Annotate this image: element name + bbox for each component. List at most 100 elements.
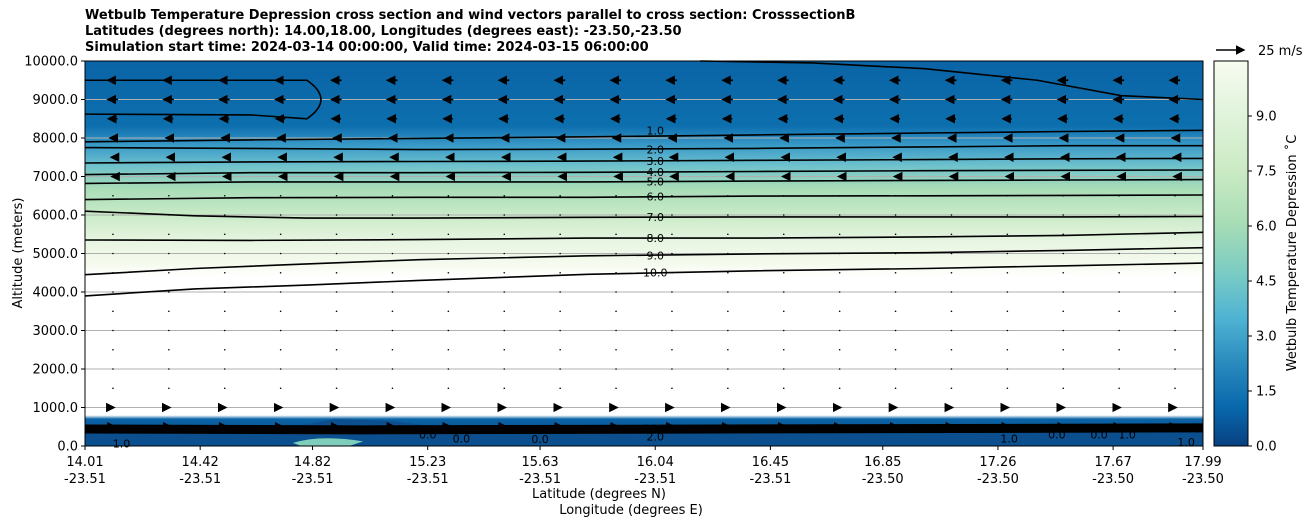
colorbar-tick-label-5: 7.5 <box>1256 165 1277 180</box>
wind-vector <box>782 214 785 216</box>
wind-vector <box>168 310 170 313</box>
wind-vector <box>559 310 561 313</box>
wind-vector <box>1174 194 1176 197</box>
wind-vector <box>894 310 897 313</box>
contour-line-1 <box>84 144 1203 151</box>
contour-label-18: 1.0 <box>1177 436 1195 449</box>
contour-label-4: 5.0 <box>646 176 664 189</box>
contour-label-16: 0.0 <box>1090 428 1108 441</box>
wind-vector <box>279 329 282 332</box>
wind-vector <box>168 194 170 197</box>
colorbar <box>1213 60 1249 447</box>
wind-vector <box>838 348 841 351</box>
contour-label-3: 4.0 <box>646 166 664 179</box>
wind-vector <box>168 329 170 332</box>
wind-vector <box>894 233 897 236</box>
wind-vector <box>950 387 953 390</box>
wind-vector <box>1006 252 1009 255</box>
contour-label-5: 6.0 <box>646 191 664 204</box>
wind-vector <box>1118 310 1120 313</box>
wind-vector <box>1174 271 1176 274</box>
wind-vector <box>279 348 282 351</box>
wind-vector <box>112 252 114 255</box>
wind-vector <box>838 310 841 313</box>
y-tick-label-8: 8000.0 <box>33 132 79 147</box>
wind-vector <box>615 291 617 293</box>
wind-vector <box>112 368 114 370</box>
colorbar-tick-label-2: 3.0 <box>1256 330 1277 345</box>
wind-vector <box>1062 233 1065 236</box>
wind-vector <box>559 214 561 216</box>
wind-vector <box>615 310 617 313</box>
x-tick-lon-9: -23.50 <box>1092 472 1134 487</box>
x-axis-label-lat: Latitude (degrees N) <box>532 487 666 502</box>
wind-vector <box>112 329 114 332</box>
contour-label-19: 1.0 <box>113 438 131 451</box>
wind-vector <box>615 387 617 390</box>
wind-vector <box>671 348 673 351</box>
wind-vector <box>894 368 897 370</box>
wind-vector <box>1006 233 1009 236</box>
wind-vector <box>447 214 450 216</box>
contour-label-20: 1.0 <box>1000 432 1018 445</box>
wind-vector <box>894 348 897 351</box>
contour-label-8: 9.0 <box>646 249 664 262</box>
x-tick-lon-6: -23.51 <box>749 472 791 487</box>
wind-vector <box>503 194 506 197</box>
wind-vector <box>335 348 338 351</box>
wind-vector <box>223 233 226 236</box>
wind-vector <box>223 310 226 313</box>
contour-line-upper <box>700 60 1204 101</box>
wind-vector <box>335 271 338 274</box>
x-tick-lon-7: -23.50 <box>862 472 904 487</box>
wind-vector <box>168 252 170 255</box>
contour-label-11: 2.0 <box>646 430 664 443</box>
wind-vector <box>1118 233 1120 236</box>
wind-vector <box>727 214 729 216</box>
wind-vector <box>782 329 785 332</box>
wind-vector <box>391 310 394 313</box>
colorbar-label: Wetbulb Temperature Depression ˚C <box>1284 135 1300 372</box>
contour-label-7: 8.0 <box>646 232 664 245</box>
contour-label-14: 0.0 <box>531 433 549 446</box>
x-tick-lat-1: 14.42 <box>182 455 219 470</box>
x-tick-lat-8: 17.26 <box>979 455 1016 470</box>
wind-vector <box>223 252 226 255</box>
wind-vector <box>335 368 338 370</box>
wind-vector <box>615 194 617 197</box>
wind-vector <box>503 214 506 216</box>
surface-contour-bundle <box>84 423 1204 435</box>
wind-vector <box>1174 252 1176 255</box>
wind-vector <box>559 387 561 390</box>
wind-vector <box>559 194 561 197</box>
wind-vector <box>950 214 953 216</box>
y-axis-label: Altitude (meters) <box>11 198 26 309</box>
x-tick-lon-2: -23.51 <box>292 472 334 487</box>
wind-vector <box>1062 387 1065 390</box>
contour-label-0: 1.0 <box>646 124 664 137</box>
wind-vector <box>279 368 282 370</box>
colorbar-tick-label-1: 1.5 <box>1256 385 1277 400</box>
contour-label-10: 10.0 <box>643 423 668 436</box>
y-tick-label-4: 4000.0 <box>33 286 79 301</box>
wind-vector <box>671 368 673 370</box>
wind-vector <box>391 194 394 197</box>
wind-vector <box>503 329 506 332</box>
wind-vector <box>447 387 450 390</box>
wind-vector <box>112 310 114 313</box>
wind-vector <box>391 291 394 293</box>
x-tick-lon-3: -23.51 <box>407 472 449 487</box>
x-tick-lon-8: -23.50 <box>977 472 1019 487</box>
wind-vector <box>447 233 450 236</box>
wind-vector <box>838 271 841 274</box>
contour-line-8 <box>84 246 1204 276</box>
wind-vector <box>279 252 282 255</box>
wind-vector <box>503 252 506 255</box>
wind-vector <box>1118 252 1120 255</box>
wind-vector <box>503 291 506 293</box>
wind-vector <box>559 368 561 370</box>
wind-vector <box>671 214 673 216</box>
contour-line-5 <box>84 194 1204 201</box>
wind-vector <box>950 252 953 255</box>
wind-vector <box>1006 387 1009 390</box>
